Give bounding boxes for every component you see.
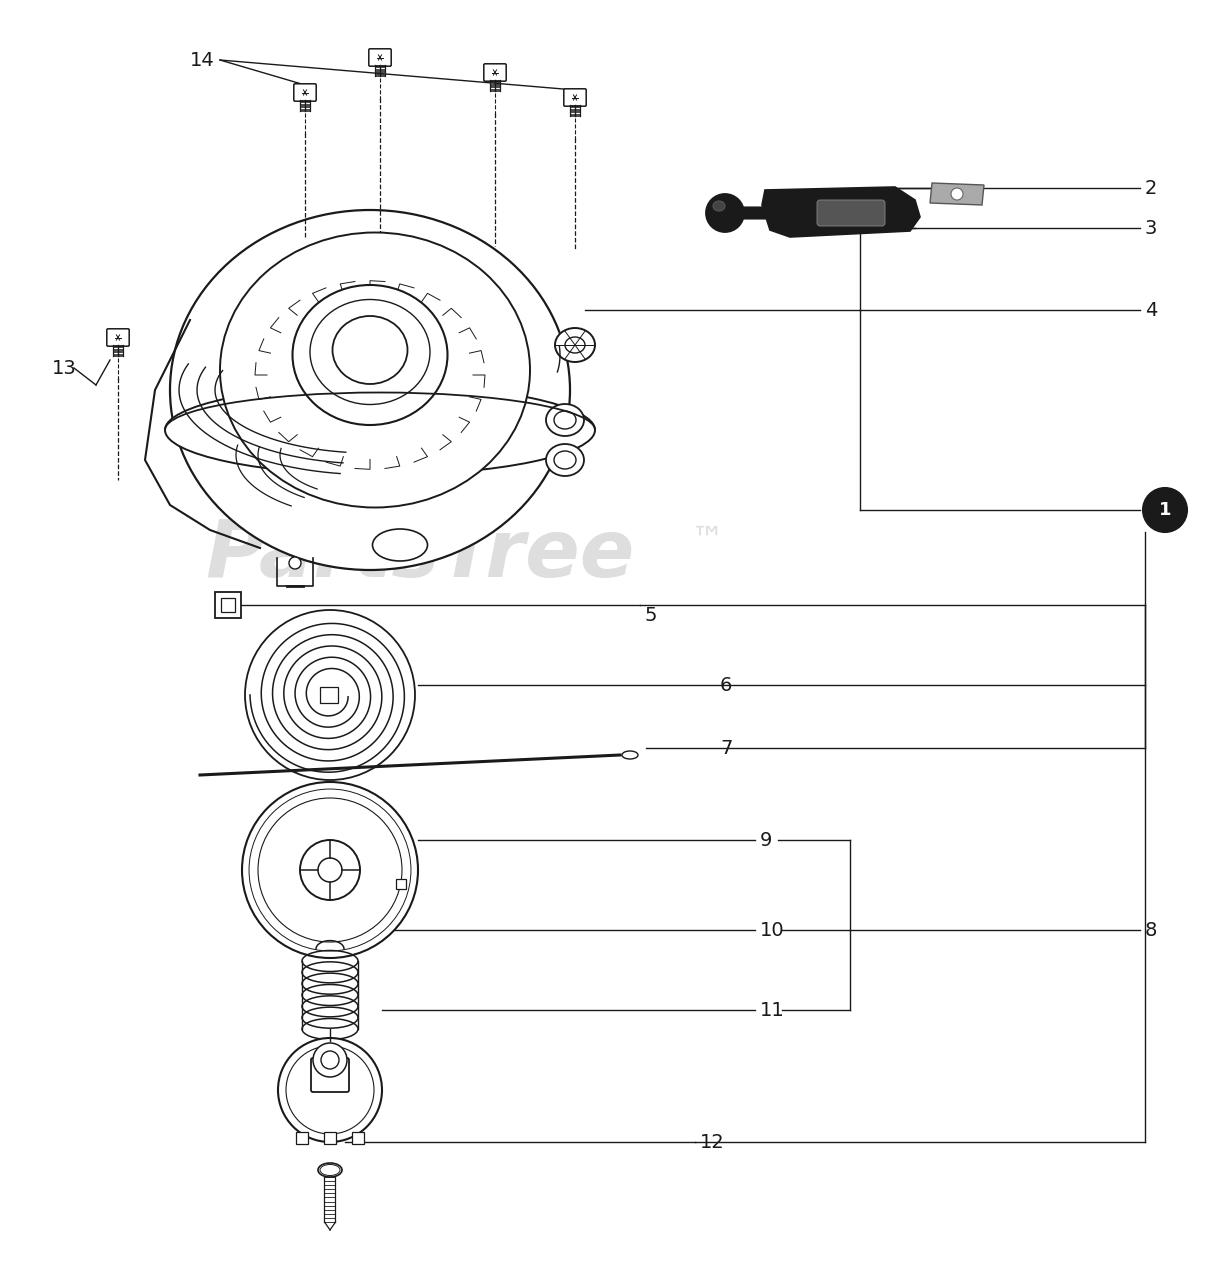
Circle shape: [1143, 488, 1187, 532]
Ellipse shape: [165, 385, 595, 475]
Polygon shape: [762, 187, 920, 237]
Circle shape: [300, 840, 360, 900]
Text: 5: 5: [645, 605, 658, 625]
Circle shape: [706, 195, 744, 232]
Circle shape: [321, 1051, 339, 1069]
FancyBboxPatch shape: [325, 1132, 335, 1144]
Circle shape: [289, 557, 302, 570]
FancyBboxPatch shape: [352, 1132, 365, 1144]
Text: PartsTree: PartsTree: [206, 516, 635, 594]
Text: 10: 10: [761, 920, 785, 940]
FancyBboxPatch shape: [320, 687, 338, 703]
Text: 9: 9: [761, 831, 773, 850]
Text: 4: 4: [1144, 301, 1158, 320]
Text: ™: ™: [690, 524, 723, 557]
Ellipse shape: [318, 1164, 342, 1178]
FancyBboxPatch shape: [311, 1059, 349, 1092]
Ellipse shape: [566, 337, 585, 353]
Circle shape: [951, 188, 963, 200]
Text: 8: 8: [1144, 920, 1158, 940]
FancyBboxPatch shape: [484, 64, 506, 81]
Ellipse shape: [293, 285, 448, 425]
Circle shape: [312, 1043, 348, 1076]
FancyBboxPatch shape: [216, 591, 241, 618]
Text: 1: 1: [1159, 500, 1171, 518]
Text: 6: 6: [721, 676, 733, 695]
Ellipse shape: [546, 444, 584, 476]
Text: 12: 12: [700, 1133, 724, 1152]
Ellipse shape: [170, 210, 570, 570]
Circle shape: [242, 782, 418, 957]
FancyBboxPatch shape: [295, 1132, 308, 1144]
Text: 14: 14: [190, 50, 216, 69]
Ellipse shape: [220, 233, 530, 507]
Ellipse shape: [553, 411, 576, 429]
Circle shape: [279, 1038, 381, 1142]
Text: 11: 11: [761, 1001, 785, 1019]
Ellipse shape: [553, 451, 576, 468]
FancyBboxPatch shape: [564, 88, 586, 106]
Text: 7: 7: [721, 739, 733, 758]
Ellipse shape: [546, 404, 584, 436]
FancyBboxPatch shape: [396, 879, 406, 890]
Text: 13: 13: [52, 358, 76, 378]
Polygon shape: [930, 183, 985, 205]
FancyBboxPatch shape: [294, 83, 316, 101]
Ellipse shape: [333, 316, 407, 384]
Ellipse shape: [373, 529, 427, 561]
Ellipse shape: [622, 751, 638, 759]
Circle shape: [318, 858, 342, 882]
FancyBboxPatch shape: [220, 598, 235, 612]
FancyBboxPatch shape: [369, 49, 391, 67]
FancyBboxPatch shape: [737, 207, 768, 219]
Ellipse shape: [713, 201, 725, 211]
FancyBboxPatch shape: [817, 200, 885, 227]
Ellipse shape: [310, 300, 430, 404]
Ellipse shape: [555, 328, 595, 362]
FancyBboxPatch shape: [107, 329, 130, 346]
Text: 3: 3: [1144, 219, 1158, 238]
Text: 2: 2: [1144, 178, 1158, 197]
